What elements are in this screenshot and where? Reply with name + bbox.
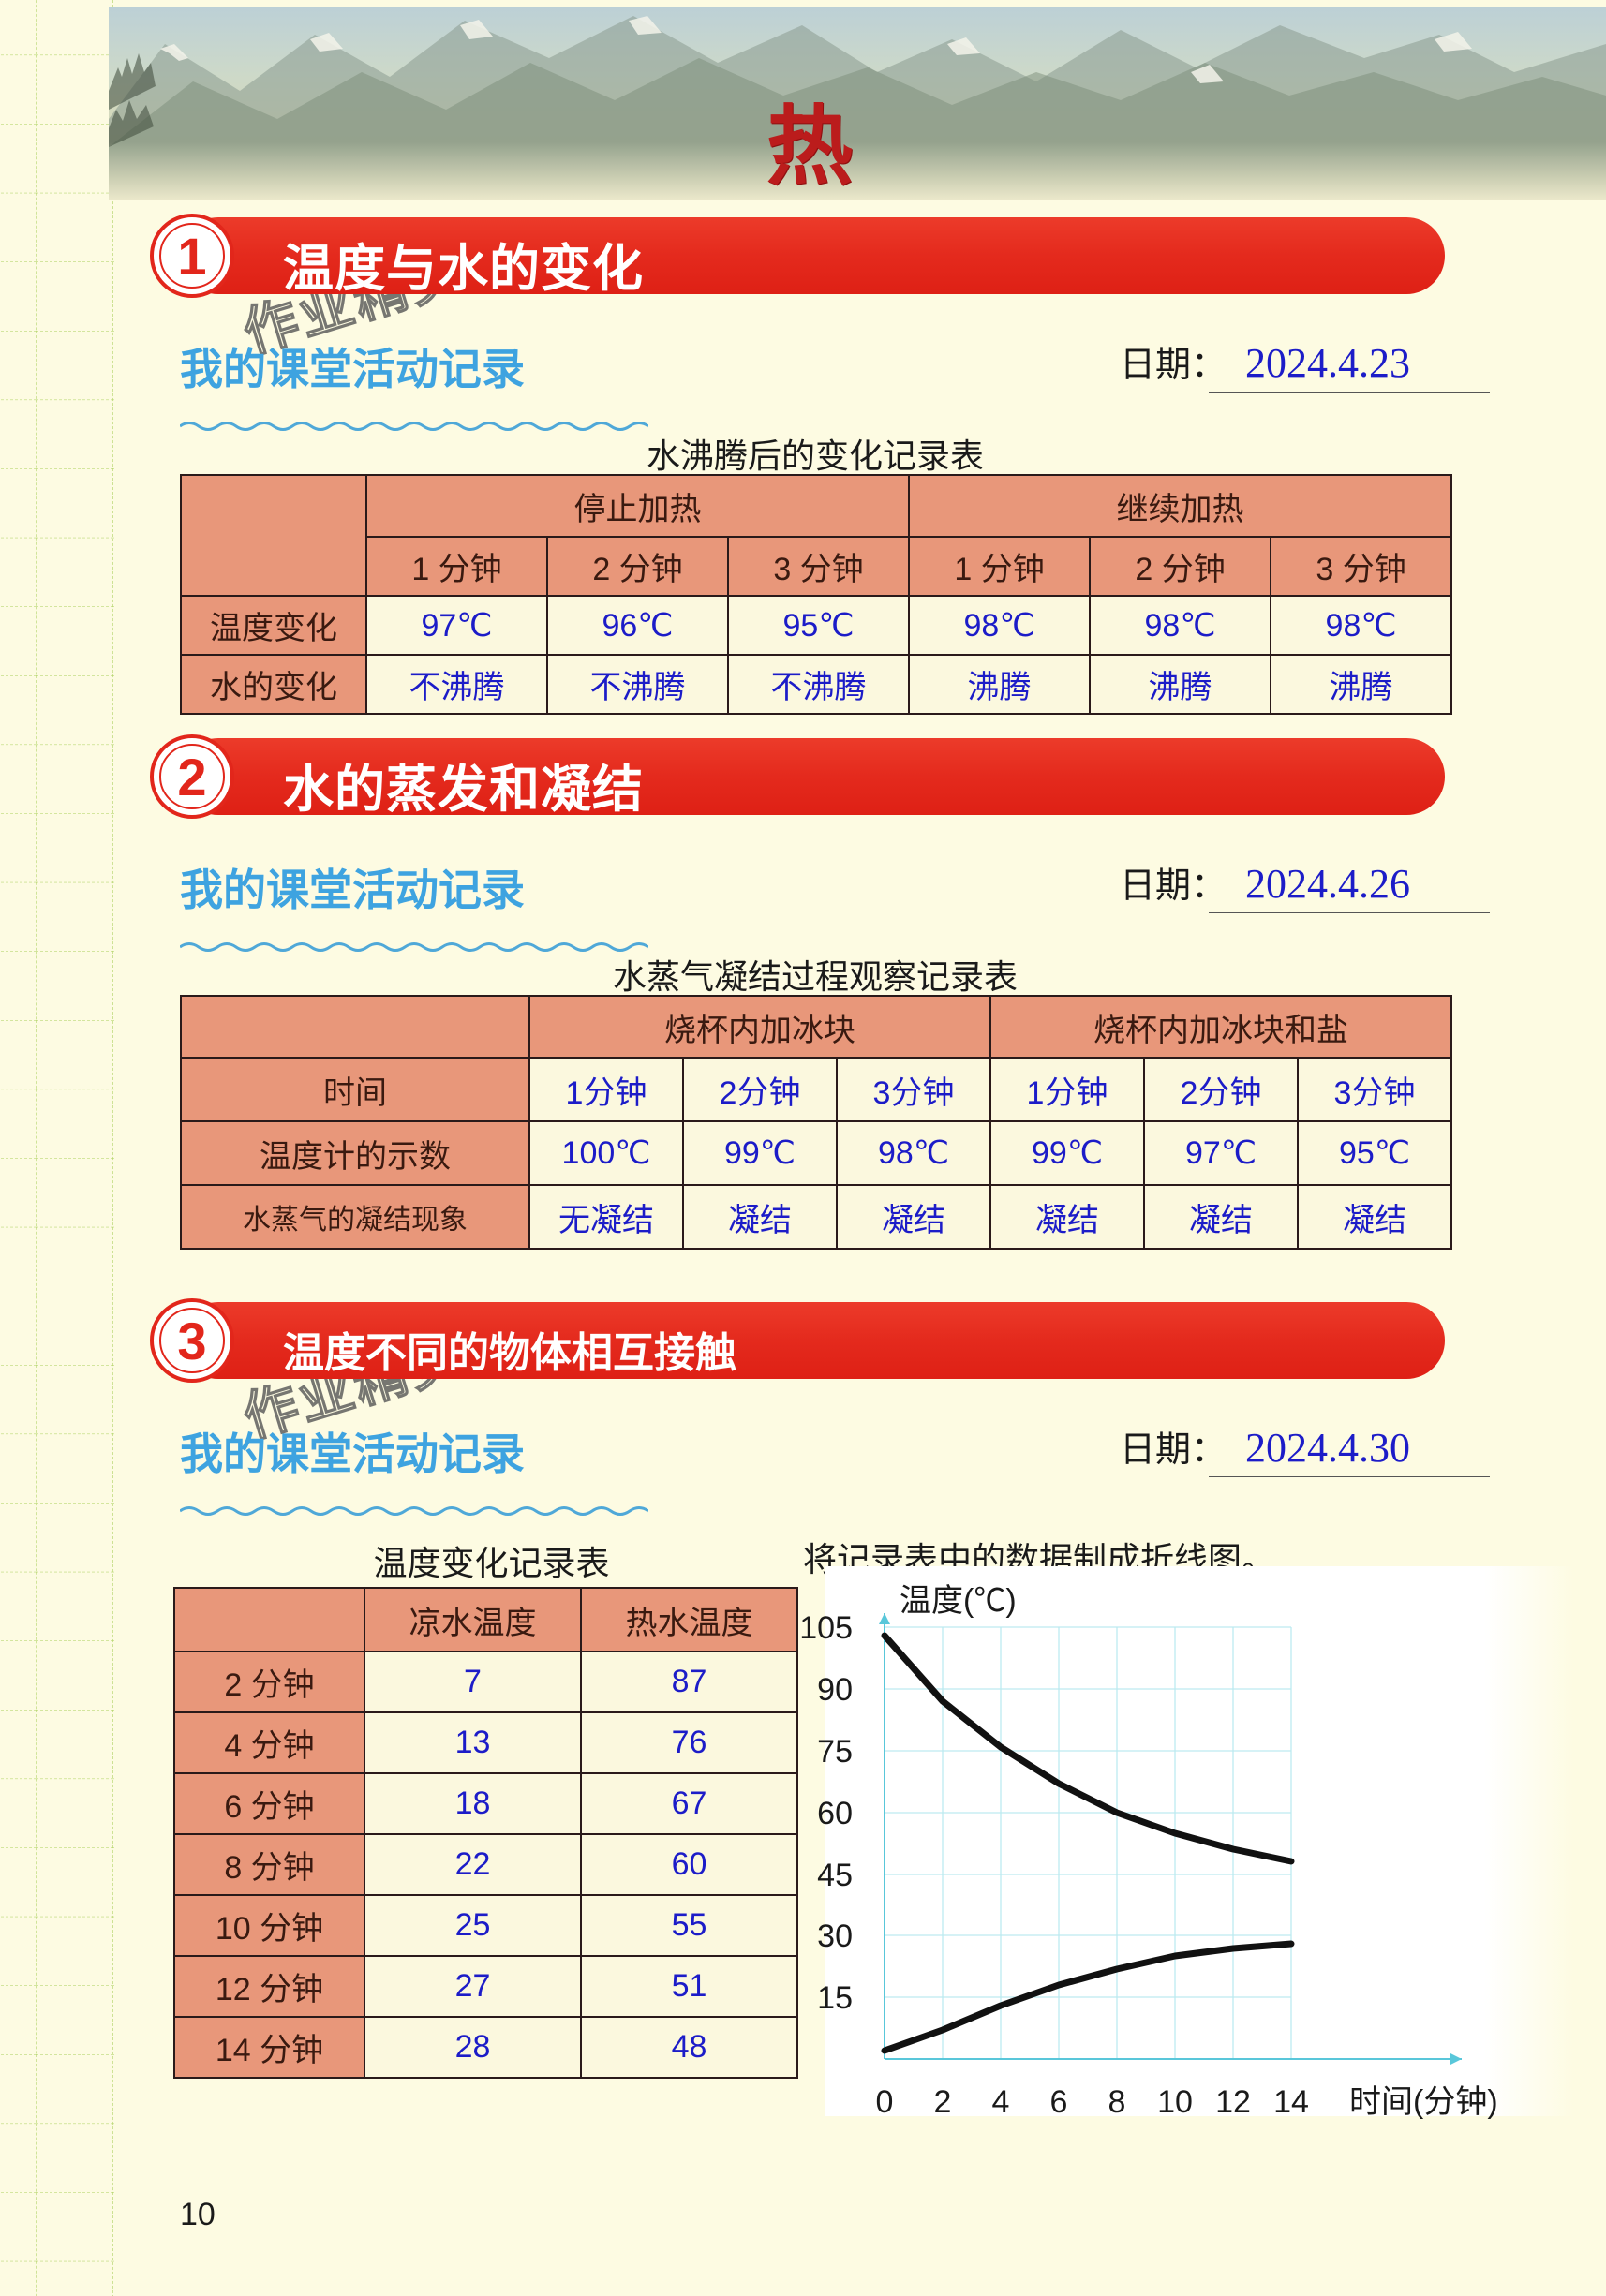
svg-text:0: 0 — [876, 2084, 894, 2120]
svg-text:6: 6 — [1050, 2084, 1068, 2120]
svg-text:14: 14 — [1273, 2084, 1309, 2120]
svg-text:30: 30 — [817, 1918, 853, 1954]
svg-text:60: 60 — [817, 1796, 853, 1831]
svg-text:4: 4 — [992, 2084, 1010, 2120]
svg-text:10: 10 — [1157, 2084, 1193, 2120]
svg-text:时间(分钟): 时间(分钟) — [1349, 2084, 1498, 2120]
svg-text:75: 75 — [817, 1734, 853, 1770]
svg-text:12: 12 — [1215, 2084, 1251, 2120]
svg-text:105: 105 — [799, 1610, 853, 1646]
svg-text:90: 90 — [817, 1672, 853, 1708]
svg-text:45: 45 — [817, 1858, 853, 1893]
svg-text:温度(℃): 温度(℃) — [900, 1583, 1017, 1619]
svg-text:15: 15 — [817, 1980, 853, 2016]
svg-text:2: 2 — [934, 2084, 952, 2120]
svg-text:8: 8 — [1108, 2084, 1126, 2120]
